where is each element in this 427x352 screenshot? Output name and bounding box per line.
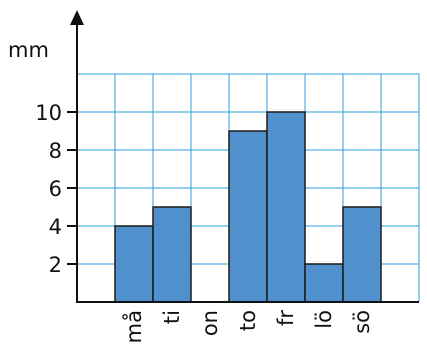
y-tick-label: 8: [49, 139, 62, 163]
x-tick-label: ti: [160, 310, 184, 324]
y-axis-unit-label: mm: [8, 38, 49, 62]
y-tick-label: 2: [49, 253, 62, 277]
axes: [70, 10, 419, 303]
bar: [266, 111, 306, 303]
bar: [152, 206, 192, 303]
x-tick-label: to: [236, 310, 260, 331]
y-tick-label: 4: [49, 215, 62, 239]
bars: [114, 111, 382, 303]
y-tick-labels: 2 4 6 8 10: [35, 101, 77, 277]
bar: [228, 130, 268, 303]
x-tick-label: sö: [350, 310, 374, 334]
y-tick-label: 6: [49, 177, 62, 201]
y-tick-label: 10: [35, 101, 62, 125]
x-tick-label: må: [121, 310, 146, 343]
x-tick-label: fr: [274, 310, 298, 326]
x-tick-label: on: [198, 310, 222, 336]
bar: [342, 206, 382, 303]
bar: [304, 263, 344, 303]
y-axis-arrowhead: [70, 10, 84, 25]
bar: [114, 225, 154, 303]
x-tick-labels: må ti on to fr lö sö: [121, 310, 374, 344]
x-tick-label: lö: [312, 310, 336, 329]
